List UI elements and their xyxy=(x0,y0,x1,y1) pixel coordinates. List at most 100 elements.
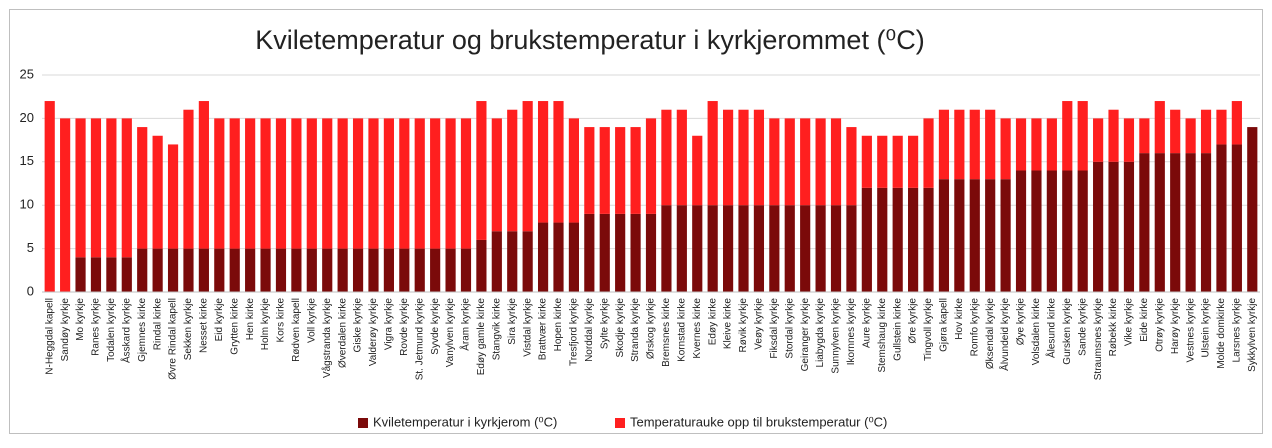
bar-segment xyxy=(830,205,842,292)
bar-segment xyxy=(352,118,364,249)
x-tick-label: Rindal kirke xyxy=(152,298,163,351)
bar-segment xyxy=(90,118,102,258)
x-tick-label: Stordal kyrkje xyxy=(784,298,795,359)
x-tick-label: Nesset kirke xyxy=(199,298,210,353)
bar-segment xyxy=(630,213,641,292)
bar-segment xyxy=(692,135,703,206)
x-tick-label: Kvernes kirke xyxy=(692,298,703,359)
x-tick-label: Sylte kyrkje xyxy=(599,298,610,350)
bar-segment xyxy=(892,135,903,188)
bar-segment xyxy=(229,248,240,292)
x-tick-label: Syvde kyrkje xyxy=(430,298,441,355)
bar-segment xyxy=(1185,118,1196,154)
bar-segment xyxy=(167,144,179,249)
bar-segment xyxy=(1139,118,1150,154)
bar-segment xyxy=(568,118,579,223)
x-tick-label: Gullstein kirke xyxy=(892,298,903,361)
bar-segment xyxy=(784,118,795,206)
x-tick-label: Voll kyrkje xyxy=(306,298,317,343)
bar-segment xyxy=(985,109,996,180)
bar-segment xyxy=(1000,179,1011,292)
x-tick-label: Ulstein kyrkje xyxy=(1201,298,1212,358)
bar-segment xyxy=(846,127,857,206)
bar-segment xyxy=(245,118,256,249)
bar-segment xyxy=(1123,118,1135,162)
x-tick-label: Øksendal kyrkje xyxy=(985,298,996,370)
x-tick-label: Veøy kyrkje xyxy=(754,298,765,350)
bar-segment xyxy=(245,248,256,292)
bar-segment xyxy=(692,205,703,292)
bar-segment xyxy=(908,187,919,292)
x-tick-label: Hopen kirke xyxy=(553,298,564,352)
bar-segment xyxy=(1154,153,1165,292)
x-tick-label: Stranda kyrkje xyxy=(630,298,641,362)
bar-segment xyxy=(260,118,271,249)
bar-segment xyxy=(368,118,379,249)
bar-segment xyxy=(1185,153,1196,292)
bar-segment xyxy=(537,222,549,292)
bar-segment xyxy=(430,248,441,292)
bar-segment xyxy=(615,127,626,214)
bar-segment xyxy=(661,205,672,292)
x-tick-label: Eid kyrkje xyxy=(214,298,225,342)
x-tick-label: Rødven kapell xyxy=(291,298,302,362)
bar-segment xyxy=(738,205,749,292)
bar-segment xyxy=(383,248,394,292)
bar-segment xyxy=(260,248,271,292)
bar-segment xyxy=(1231,101,1242,145)
bar-segment xyxy=(1216,144,1227,292)
bar-segment xyxy=(60,118,71,293)
bar-segment xyxy=(1015,170,1027,292)
bar-segment xyxy=(615,213,626,292)
bar-segment xyxy=(707,205,718,292)
bar-segment xyxy=(1123,161,1135,292)
bar-segment xyxy=(738,109,749,206)
legend-label: Temperaturauke opp til brukstemperatur (… xyxy=(630,414,887,429)
bar-segment xyxy=(815,118,826,206)
x-tick-label: Kors kirke xyxy=(276,298,287,343)
x-tick-label: Geiranger kyrkje xyxy=(800,298,811,372)
x-tick-label: Giske kyrkje xyxy=(353,298,364,353)
bar-segment xyxy=(183,109,194,249)
x-tick-label: Gursken kyrkje xyxy=(1062,298,1073,365)
x-tick-label: Kornstad kirke xyxy=(676,298,687,362)
bar-segment xyxy=(753,205,765,292)
bar-segment xyxy=(476,239,487,292)
x-tick-label: Vanylven kyrkje xyxy=(445,298,456,368)
bar-segment xyxy=(198,248,209,292)
x-tick-label: Ørskog kyrkje xyxy=(646,298,657,360)
bar-segment xyxy=(1200,109,1212,154)
bar-segment xyxy=(753,109,765,206)
bar-segment xyxy=(954,109,965,180)
bar-segment xyxy=(800,205,811,292)
bar-segment xyxy=(460,118,472,249)
bar-segment xyxy=(322,118,333,249)
x-tick-label: Edøy kirke xyxy=(707,298,718,346)
bar-segment xyxy=(707,101,718,206)
bar-segment xyxy=(661,109,672,206)
x-tick-label: Øre kyrkje xyxy=(908,298,919,344)
bar-segment xyxy=(414,248,425,292)
bar-segment xyxy=(522,231,533,292)
bar-segment xyxy=(460,248,472,292)
bar-segment xyxy=(908,135,919,188)
bar-segment xyxy=(275,118,287,249)
bar-segment xyxy=(815,205,826,292)
bar-segment xyxy=(337,118,348,249)
bar-segment xyxy=(491,231,502,292)
bar-segment xyxy=(1077,101,1088,171)
bar-segment xyxy=(723,205,734,292)
bar-segment xyxy=(121,118,132,258)
x-tick-label: Harøy kyrkje xyxy=(1170,298,1181,355)
x-tick-label: Ikornnes kyrkje xyxy=(846,298,857,366)
bar-segment xyxy=(969,179,980,292)
bar-segment xyxy=(152,248,163,292)
x-tick-label: Tingvoll kyrkje xyxy=(923,298,934,361)
bar-segment xyxy=(830,118,842,206)
bar-segment xyxy=(892,187,903,292)
bar-segment xyxy=(1108,161,1119,292)
bar-segment xyxy=(599,127,610,214)
bar-segment xyxy=(861,135,872,188)
bar-segment xyxy=(507,231,518,292)
x-tick-label: Gjemnes kirke xyxy=(137,298,148,362)
